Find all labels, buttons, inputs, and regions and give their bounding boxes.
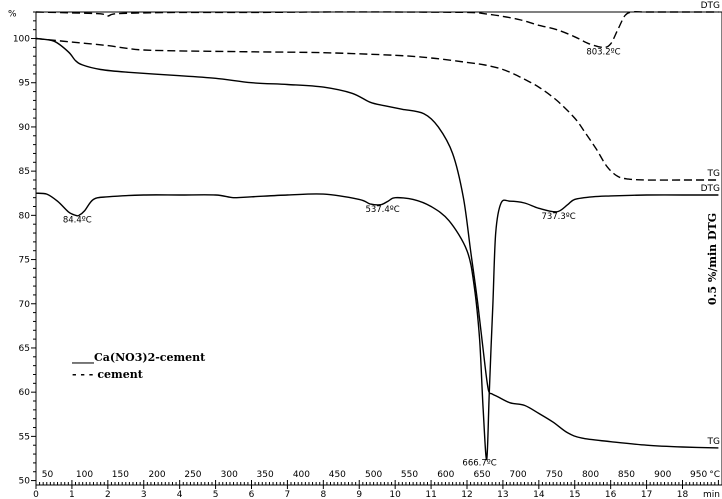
x-time-tick-label: 9 xyxy=(356,490,362,499)
series-ca-tg xyxy=(35,37,719,449)
y-tick-label: 75 xyxy=(19,256,30,266)
y-tick-label: 85 xyxy=(19,167,30,177)
x-time-tick-label: 0 xyxy=(33,490,39,499)
legend-marker-solid: ____ xyxy=(72,351,95,365)
x-temp-tick-label: 550 xyxy=(401,470,418,480)
x-temp-tick-label: 300 xyxy=(221,470,238,480)
series-end-label-ca-tg: TG xyxy=(707,437,720,447)
x-time-tick-label: 8 xyxy=(320,490,326,499)
legend-label-solid: Ca(NO3)2-cement xyxy=(94,351,206,364)
y-tick-label: 95 xyxy=(19,79,30,89)
x-temp-tick-label: 150 xyxy=(112,470,129,480)
x-temp-tick-label: 250 xyxy=(184,470,201,480)
x-temp-tick-label: 400 xyxy=(293,470,310,480)
y-axis-label: % xyxy=(8,9,17,19)
x-temp-tick-label: 750 xyxy=(546,470,563,480)
series-ca-dtg xyxy=(35,192,719,461)
y-tick-label: 90 xyxy=(19,123,31,133)
x-time-tick-label: 17 xyxy=(641,490,652,499)
legend-label-dashed: cement xyxy=(97,368,143,381)
y-tick-label: 100 xyxy=(13,35,30,45)
curves: TG TG DTG DTG xyxy=(35,1,720,461)
x-time-tick-label: 7 xyxy=(285,490,291,499)
x-temp-tick-label: 800 xyxy=(582,470,599,480)
x-time-tick-label: 10 xyxy=(389,490,401,499)
x-temp-tick-label: 650 xyxy=(473,470,490,480)
x-temp-tick-label: 700 xyxy=(509,470,526,480)
y-tick-label: 60 xyxy=(19,388,31,398)
peak-annotation: 737.3ºC xyxy=(541,212,575,222)
x-time-tick-label: 3 xyxy=(141,490,147,499)
y-tick-label: 55 xyxy=(19,432,30,442)
x-temp-tick-label: 200 xyxy=(148,470,165,480)
x-temp-tick-label: 900 xyxy=(654,470,671,480)
x-time-tick-label: 1 xyxy=(69,490,75,499)
x-temp-unit-label: °C xyxy=(709,470,720,480)
y-tick-label: 50 xyxy=(19,477,31,487)
annotations: 84.4ºC 537.4ºC 666.7ºC 737.3ºC 803.2ºC xyxy=(63,47,621,468)
y-tick-label: 65 xyxy=(19,344,30,354)
peak-annotation: 803.2ºC xyxy=(586,47,620,57)
x-temp-tick-label: 600 xyxy=(437,470,454,480)
right-axis-label: 0.5 %/min DTG xyxy=(706,213,719,305)
x-temp-tick-label: 500 xyxy=(365,470,382,480)
y-tick-label: 80 xyxy=(19,211,31,221)
peak-annotation: 537.4ºC xyxy=(365,205,399,215)
x-time-tick-label: 4 xyxy=(177,490,183,499)
x-time-tick-label: 13 xyxy=(497,490,508,499)
x-time-tick-label: 18 xyxy=(677,490,689,499)
series-cem-dtg xyxy=(35,11,719,49)
x-time-tick-label: 16 xyxy=(605,490,617,499)
x-time-tick-label: 14 xyxy=(533,490,545,499)
x-time-tick-label: 6 xyxy=(249,490,255,499)
series-end-label-ca-dtg: DTG xyxy=(701,184,720,194)
plot-frame xyxy=(35,11,722,486)
series-end-label-cem-dtg: DTG xyxy=(701,1,720,11)
legend-marker-dashed: - - - xyxy=(72,368,93,381)
legend: ____Ca(NO3)2-cement - - - cement xyxy=(72,351,206,381)
legend-entry-dashed: - - - cement xyxy=(72,368,144,381)
x-temp-tick-label: 350 xyxy=(257,470,274,480)
y-tick-label: 70 xyxy=(19,300,31,310)
y-axis: 50 55 60 65 70 75 80 85 90 95 100% xyxy=(8,9,36,487)
x-temp-tick-label: 100 xyxy=(76,470,93,480)
x-time-unit-label: min xyxy=(703,490,720,499)
x-temp-tick-label: 450 xyxy=(329,470,346,480)
peak-annotation: 666.7ºC xyxy=(462,459,496,469)
series-end-label-cem-tg: TG xyxy=(707,169,720,179)
x-temp-tick-label: 850 xyxy=(618,470,635,480)
series-cem-tg xyxy=(35,37,719,181)
x-time-tick-label: 5 xyxy=(213,490,219,499)
x-temp-tick-label: 50 xyxy=(42,470,54,480)
legend-entry-solid: ____Ca(NO3)2-cement xyxy=(72,351,206,365)
x-time-tick-label: 2 xyxy=(105,490,111,499)
x-time-tick-label: 15 xyxy=(569,490,580,499)
peak-annotation: 84.4ºC xyxy=(63,215,92,225)
x-time-tick-label: 11 xyxy=(425,490,436,499)
x-time-tick-label: 12 xyxy=(461,490,472,499)
x-temp-tick-label: 950 xyxy=(690,470,707,480)
